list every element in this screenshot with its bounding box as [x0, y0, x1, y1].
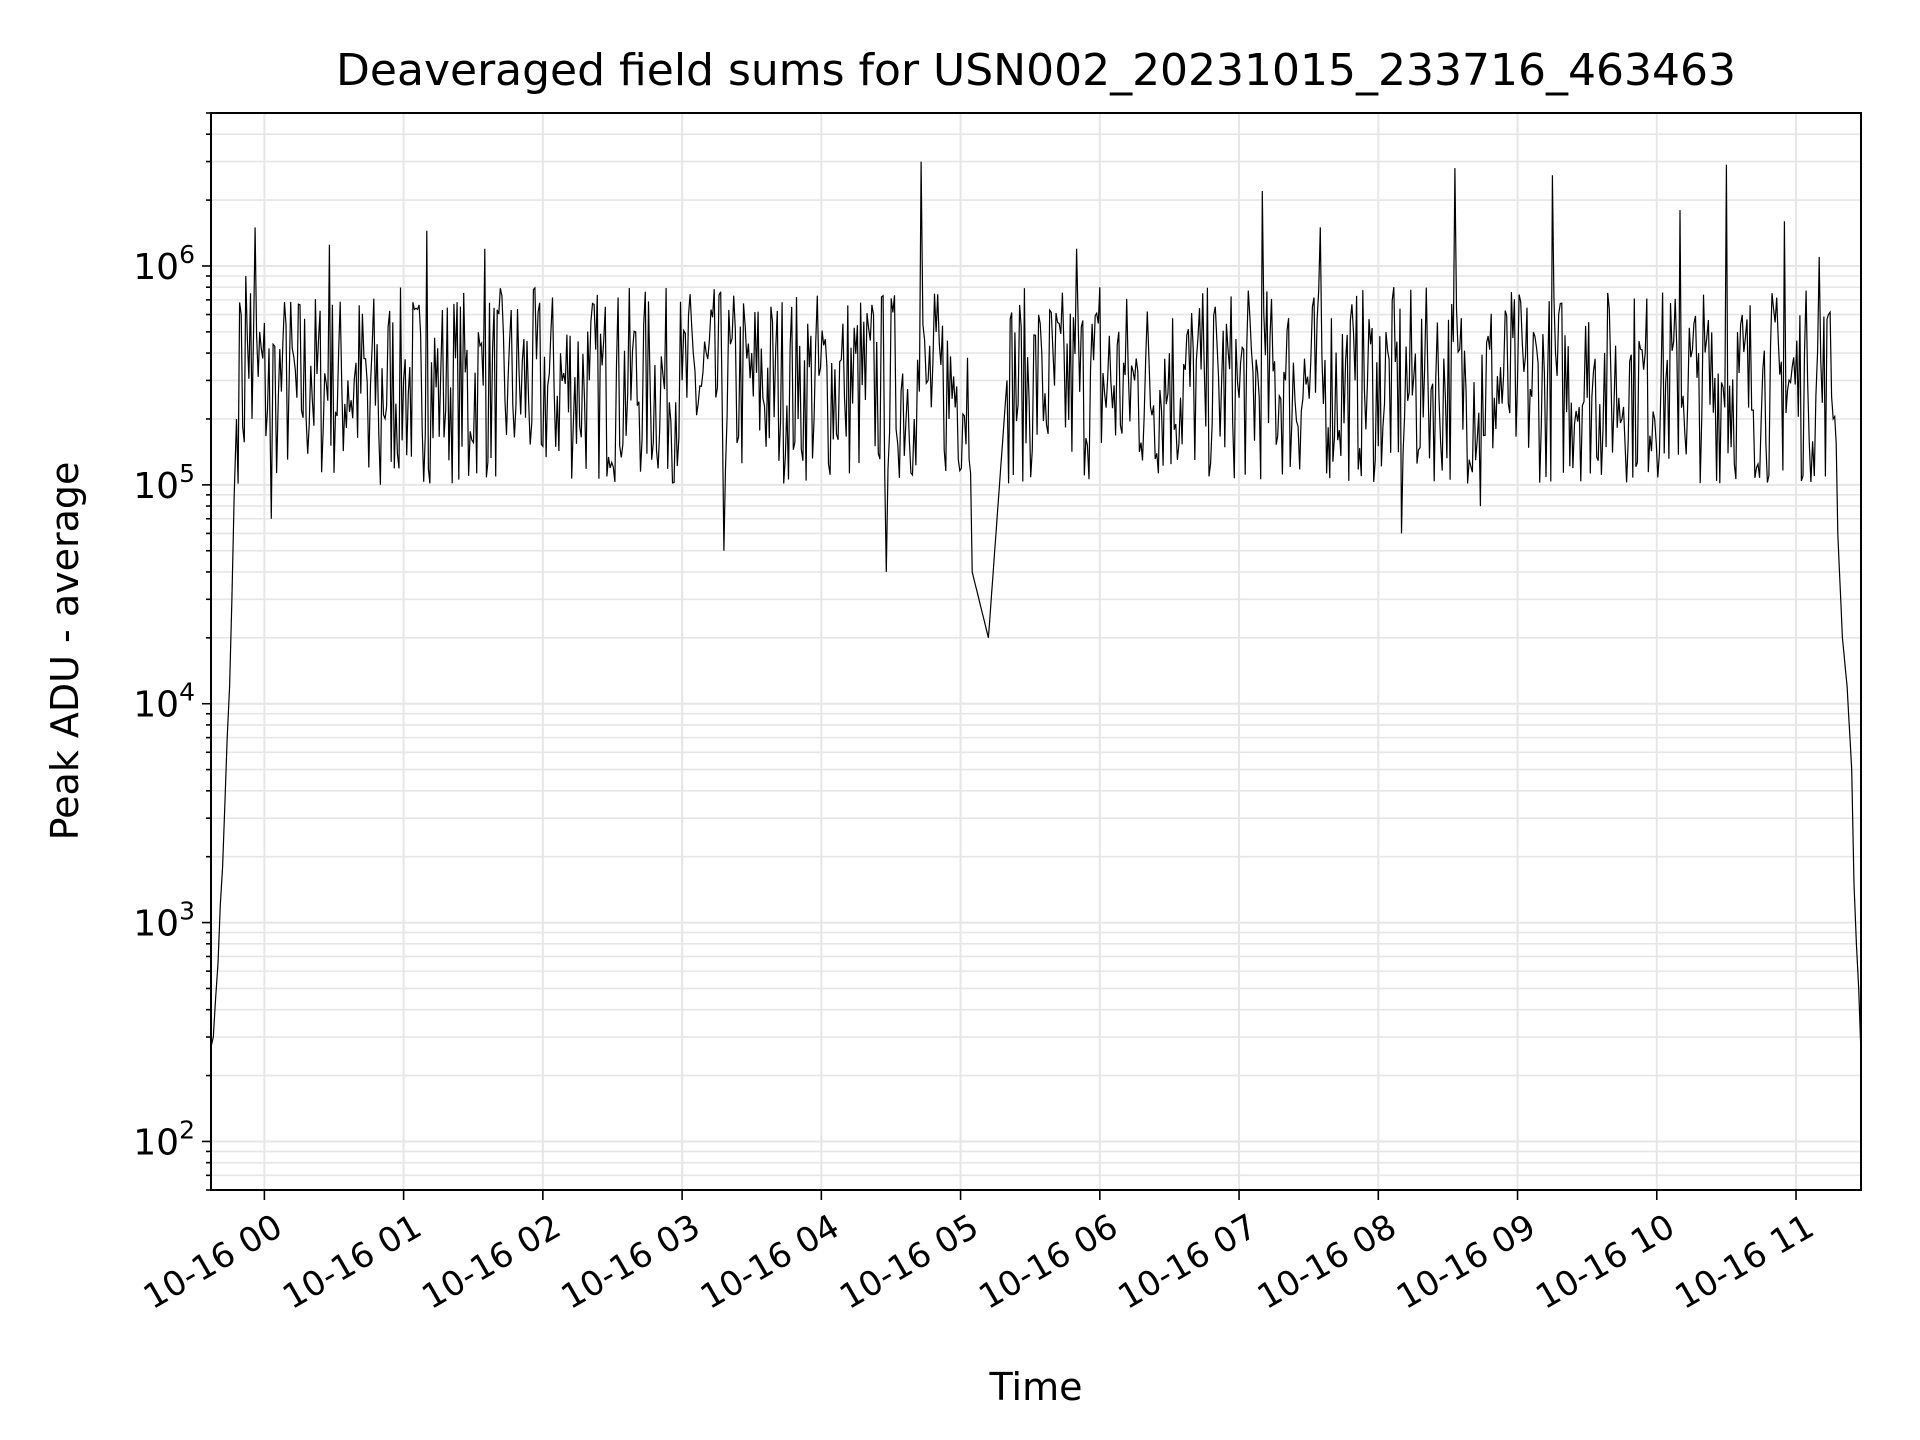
x-tick-label: 10-16 00 — [137, 1207, 289, 1318]
y-tick-label: 102 — [133, 1115, 195, 1163]
x-tick-label: 10-16 02 — [415, 1207, 567, 1318]
plot-frame — [210, 112, 1862, 1191]
y-axis-ticks: 102 103 104 105 106 — [133, 112, 211, 1191]
x-tick-label: 10-16 10 — [1529, 1207, 1681, 1318]
y-tick-label: 104 — [133, 678, 195, 726]
grid-layer — [211, 112, 1861, 1191]
x-tick-label: 10-16 08 — [1251, 1207, 1403, 1318]
y-tick-label: 106 — [133, 240, 195, 288]
x-axis-label: Time — [989, 1365, 1083, 1409]
x-tick-label: 10-16 05 — [833, 1207, 985, 1318]
x-tick-label: 10-16 06 — [972, 1207, 1124, 1318]
series-line — [210, 161, 1862, 1055]
x-tick-label: 10-16 09 — [1390, 1207, 1542, 1318]
y-tick-label: 105 — [133, 459, 195, 507]
chart-title: Deaveraged field sums for USN002_2023101… — [336, 45, 1736, 96]
x-tick-label: 10-16 03 — [555, 1207, 707, 1318]
y-axis-label: Peak ADU - average — [43, 462, 87, 841]
x-tick-label: 10-16 01 — [276, 1207, 428, 1318]
x-tick-label: 10-16 07 — [1112, 1207, 1264, 1318]
x-tick-label: 10-16 04 — [694, 1207, 846, 1318]
x-tick-label: 10-16 11 — [1669, 1207, 1821, 1318]
y-tick-label: 103 — [133, 897, 195, 945]
